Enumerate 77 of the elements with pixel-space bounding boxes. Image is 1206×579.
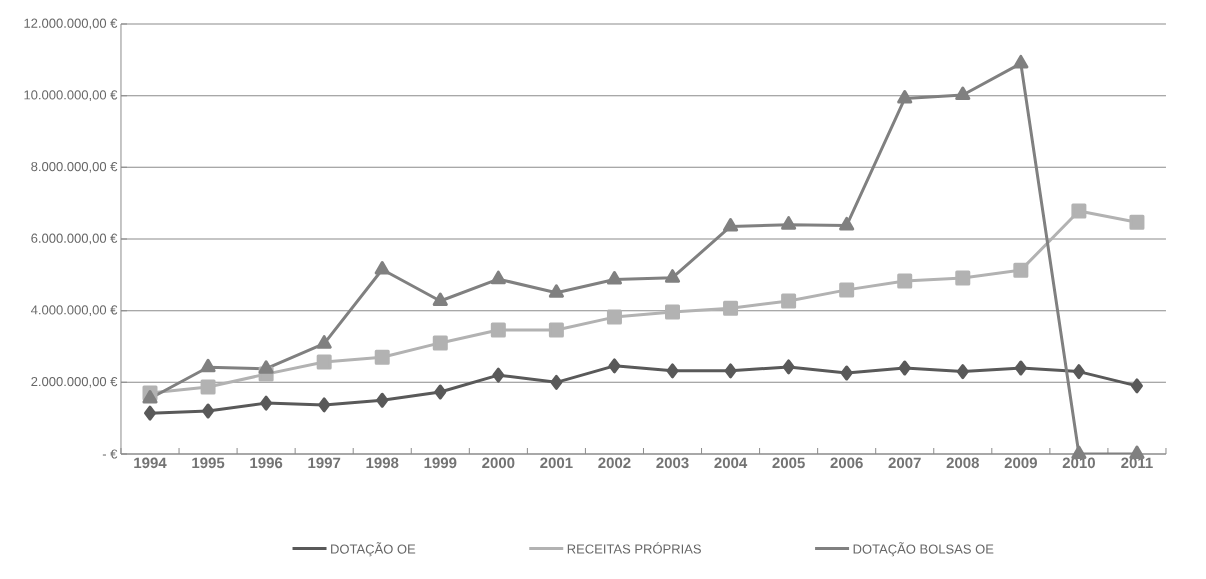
x-tick-label: 2010: [1062, 457, 1095, 469]
x-tick-label: 2001: [540, 457, 573, 469]
point: [434, 384, 447, 400]
x-tick-label: 1999: [424, 457, 457, 469]
x-tick-label: 2000: [482, 457, 515, 469]
point: [490, 322, 506, 338]
point: [490, 270, 506, 285]
y-tick-label: 10.000.000,00 €: [24, 90, 118, 102]
y-tick-label: 8.000.000,00 €: [31, 161, 118, 173]
point: [432, 292, 448, 306]
point: [723, 300, 739, 316]
point: [200, 379, 216, 395]
point: [723, 217, 739, 232]
legend-label: DOTAÇÃO BOLSAS OE: [853, 542, 994, 557]
point: [897, 90, 913, 104]
point: [781, 216, 797, 230]
point: [1072, 364, 1085, 380]
point: [492, 367, 505, 383]
point: [1014, 360, 1027, 376]
point: [1013, 54, 1029, 69]
x-tick-label: 1998: [366, 457, 399, 469]
point: [665, 304, 681, 320]
point: [1013, 262, 1029, 278]
point: [374, 260, 390, 275]
point: [897, 273, 913, 289]
point: [606, 309, 622, 325]
point: [316, 354, 332, 370]
point: [606, 270, 623, 285]
point: [200, 358, 216, 373]
point: [955, 86, 971, 100]
point: [376, 392, 389, 408]
point: [550, 374, 563, 390]
point: [318, 397, 331, 413]
legend-label: RECEITAS PRÓPRIAS: [567, 542, 701, 554]
legend-label: DOTAÇÃO OE: [331, 542, 416, 557]
x-tick-label: 1997: [308, 457, 341, 469]
y-tick-label: 4.000.000,00 €: [30, 305, 118, 317]
point: [432, 335, 448, 351]
x-tick-label: 2007: [888, 457, 921, 469]
point: [202, 403, 215, 419]
y-tick-label: 2.000.000,00 €: [31, 376, 118, 388]
point: [260, 395, 273, 411]
point: [258, 360, 274, 374]
point: [956, 364, 969, 380]
x-tick-label: 1994: [134, 457, 167, 469]
x-tick-label: 1996: [250, 457, 283, 469]
point: [664, 269, 681, 283]
point: [898, 360, 911, 376]
point: [1071, 203, 1087, 219]
point: [316, 335, 332, 349]
point: [724, 363, 737, 379]
point: [1129, 214, 1145, 230]
point: [144, 405, 156, 421]
y-tick-label: - €: [102, 449, 118, 459]
x-tick-label: 2005: [772, 457, 805, 469]
point: [1130, 378, 1143, 394]
x-tick-label: 2006: [830, 457, 863, 469]
point: [781, 293, 797, 309]
point: [782, 359, 795, 375]
point: [666, 363, 679, 379]
point: [608, 358, 621, 374]
point: [548, 322, 564, 338]
point: [374, 349, 390, 365]
point: [840, 365, 853, 381]
x-tick-label: 2008: [946, 457, 979, 469]
point: [839, 216, 855, 231]
y-tick-label: 6.000.000,00 €: [31, 233, 118, 245]
point: [955, 270, 971, 286]
point: [142, 389, 158, 404]
x-tick-label: 2009: [1004, 457, 1037, 469]
point: [839, 282, 855, 298]
x-tick-label: 2003: [656, 457, 689, 469]
x-tick-label: 2002: [598, 457, 631, 469]
point: [548, 284, 564, 298]
y-tick-label: 12.000.000,00 €: [24, 18, 118, 30]
x-tick-label: 2004: [714, 457, 748, 469]
x-tick-label: 1995: [192, 457, 225, 469]
